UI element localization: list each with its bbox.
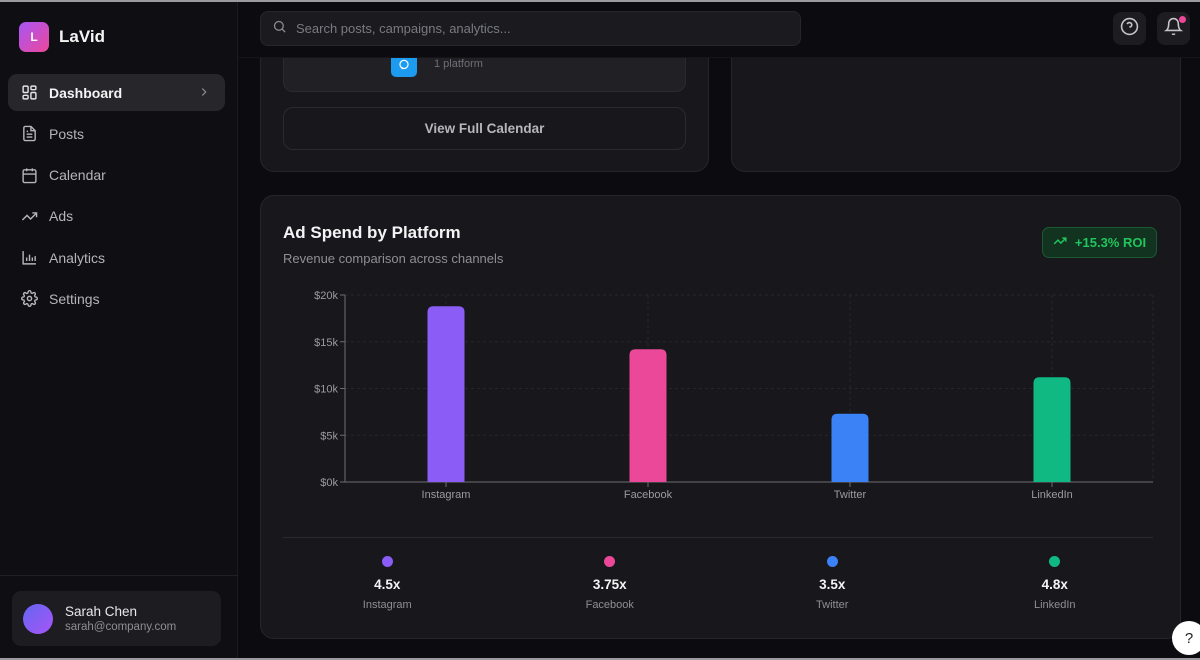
x-axis: Instagram Facebook Twitter LinkedIn [345, 481, 1153, 501]
notifications-button[interactable] [1157, 12, 1190, 45]
user-email: sarah@company.com [65, 621, 177, 633]
trending-up-icon [20, 207, 38, 225]
bar-facebook [629, 349, 667, 482]
help-fab-button[interactable]: ? [1172, 621, 1200, 655]
calendar-icon [20, 166, 38, 184]
roi-stats: 4.5x Instagram 3.75x Facebook 3.5x Twitt… [276, 556, 1166, 611]
stat-value: 3.75x [592, 577, 627, 592]
notification-badge [1179, 16, 1186, 23]
bar-linkedin [1033, 377, 1071, 482]
ad-spend-bar-chart: $0k $5k $10k $15k $20k Instagram Facebook Twit… [314, 290, 1154, 501]
x-tick-label: Facebook [624, 489, 673, 501]
user-profile-card[interactable]: Sarah Chen sarah@company.com [12, 591, 221, 646]
bar-instagram [427, 306, 465, 482]
sidebar-item-posts[interactable]: Posts [8, 115, 225, 152]
help-button[interactable] [1113, 12, 1146, 45]
y-axis: $0k $5k $10k $15k $20k [314, 290, 346, 489]
stat-dot [381, 556, 393, 567]
stat-value: 3.5x [819, 577, 846, 592]
sidebar-nav: Dashboard Posts Calendar [8, 74, 225, 322]
roi-value: +15.3% ROI [1074, 235, 1147, 250]
stat-label: Facebook [585, 599, 634, 611]
sidebar-divider [0, 575, 238, 576]
chevron-right-icon [197, 85, 211, 99]
sidebar-item-label: Calendar [49, 167, 106, 184]
stat-label: LinkedIn [1033, 599, 1076, 611]
brand[interactable]: L LaVid [19, 22, 105, 52]
sidebar-item-label: Analytics [49, 249, 106, 266]
sidebar-item-label: Settings [49, 290, 100, 307]
stat-value: 4.5x [374, 577, 401, 592]
platform-count: 1 platform [434, 58, 483, 70]
brand-logo: L [19, 22, 49, 52]
layout-grid-icon [20, 84, 38, 102]
sidebar-item-label: Posts [49, 125, 85, 142]
search-icon [272, 19, 287, 39]
y-tick-label: $0k [320, 477, 338, 489]
search-bar[interactable] [260, 11, 801, 46]
stat-dot [826, 556, 838, 567]
stat-dot [604, 556, 616, 567]
sidebar-item-label: Dashboard [49, 84, 123, 101]
stat-twitter: 3.5x Twitter [721, 556, 944, 611]
top-header [238, 0, 1200, 58]
file-text-icon [20, 125, 38, 143]
x-tick-label: Instagram [422, 489, 471, 501]
y-tick-label: $5k [320, 430, 338, 442]
sidebar: L LaVid Dashboard Posts [0, 0, 238, 660]
roi-badge: +15.3% ROI [1042, 227, 1157, 258]
stat-label: Instagram [362, 599, 412, 611]
window-top-border [0, 0, 1200, 2]
help-circle-icon [1120, 17, 1139, 41]
gear-icon [20, 290, 38, 308]
stat-facebook: 3.75x Facebook [499, 556, 722, 611]
view-full-calendar-button[interactable]: View Full Calendar [283, 107, 686, 150]
stat-label: Twitter [816, 599, 849, 611]
user-info: Sarah Chen sarah@company.com [65, 604, 176, 633]
y-tick-label: $10k [314, 384, 338, 396]
sidebar-item-analytics[interactable]: Analytics [8, 239, 225, 276]
chart-divider [283, 537, 1153, 538]
search-input[interactable] [296, 21, 800, 36]
y-tick-label: $20k [314, 290, 338, 302]
bar-twitter [831, 413, 869, 482]
sidebar-item-ads[interactable]: Ads [8, 198, 225, 235]
brand-name: LaVid [59, 27, 105, 46]
stat-linkedin: 4.8x LinkedIn [944, 556, 1167, 611]
bell-icon [1163, 17, 1184, 41]
sidebar-item-dashboard[interactable]: Dashboard [8, 74, 225, 111]
x-tick-label: Twitter [834, 489, 867, 501]
ad-spend-card: Ad Spend by Platform Revenue comparison … [260, 195, 1181, 639]
stat-instagram: 4.5x Instagram [276, 556, 499, 611]
sidebar-item-settings[interactable]: Settings [8, 280, 225, 317]
chart-bars [427, 306, 1071, 482]
window-bottom-border [0, 658, 1200, 660]
stat-dot [1049, 556, 1061, 567]
sidebar-item-calendar[interactable]: Calendar [8, 157, 225, 194]
stat-value: 4.8x [1041, 577, 1068, 592]
chart-grid [345, 294, 1154, 482]
sidebar-item-label: Ads [49, 208, 74, 225]
x-tick-label: LinkedIn [1031, 489, 1073, 501]
chart-subtitle: Revenue comparison across channels [283, 251, 504, 266]
chart-title: Ad Spend by Platform [283, 223, 461, 242]
avatar [23, 603, 53, 634]
bar-chart-icon [20, 249, 38, 267]
user-name: Sarah Chen [65, 604, 138, 619]
y-tick-label: $15k [314, 337, 338, 349]
trending-up-icon [1053, 234, 1067, 251]
